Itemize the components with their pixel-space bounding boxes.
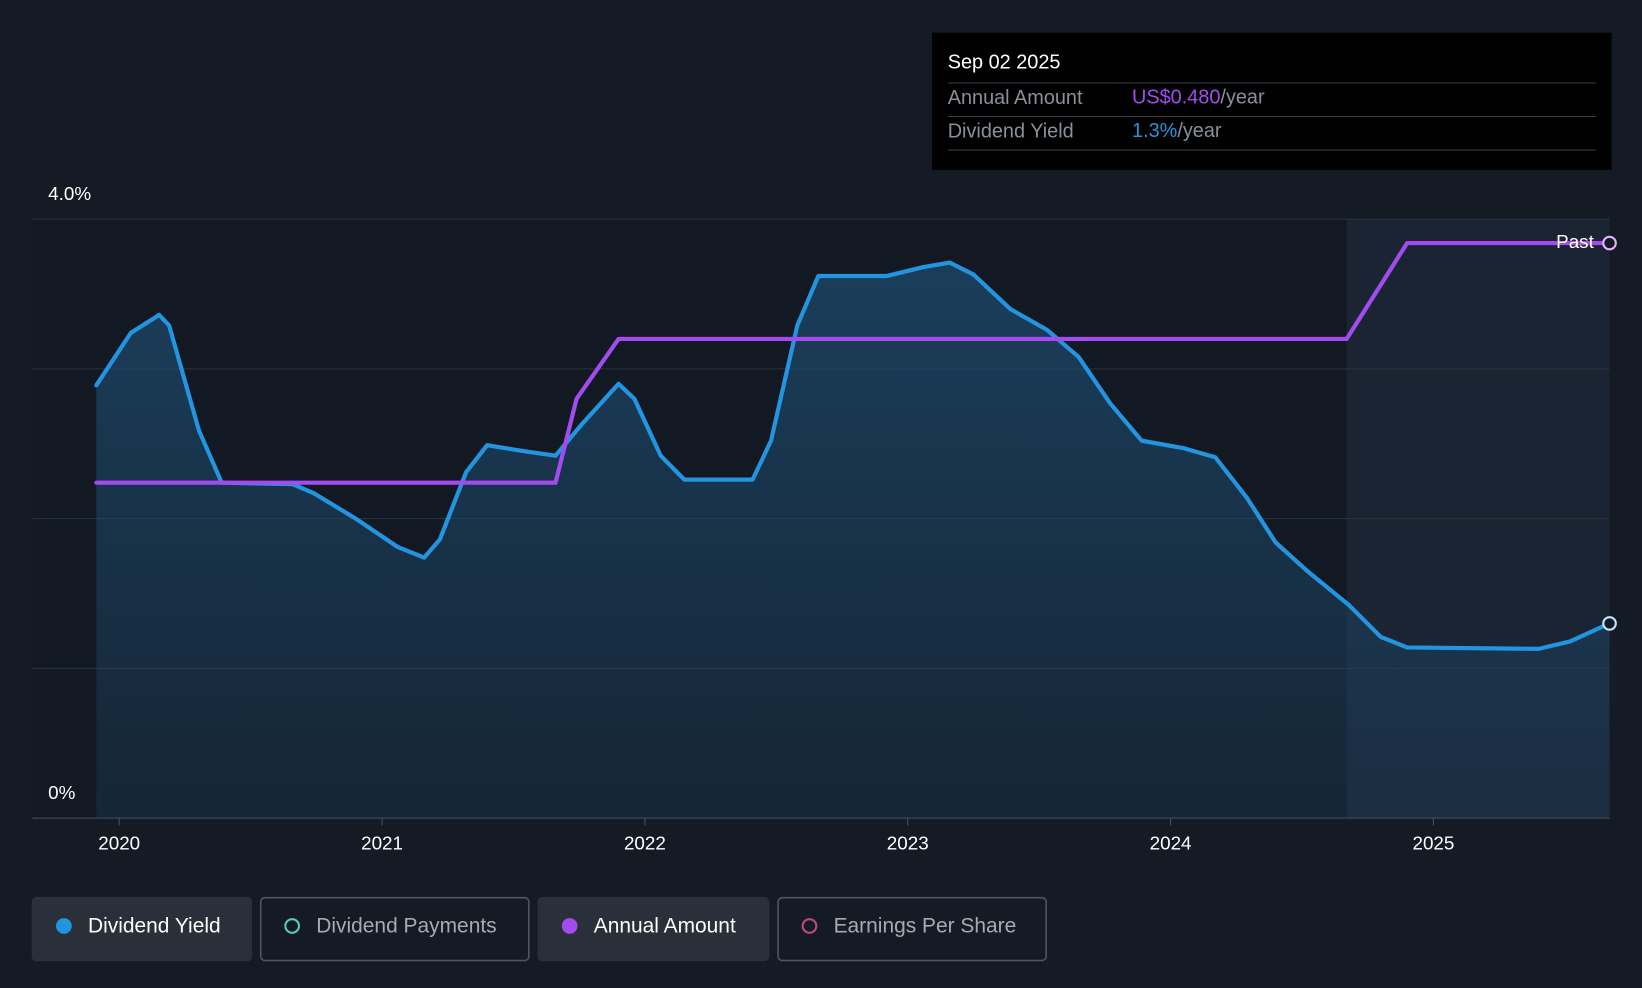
tooltip-label: Annual Amount [948, 87, 1083, 109]
legend-button [31, 896, 253, 962]
x-tick-label: 2021 [361, 832, 403, 853]
legend-item[interactable]: Dividend Yield [31, 896, 253, 962]
x-tick-label: 2024 [1150, 832, 1192, 853]
legend-swatch [284, 918, 301, 934]
end-marker [1602, 616, 1617, 631]
legend-swatch [561, 918, 578, 934]
tooltip-label: Dividend Yield [948, 120, 1074, 142]
tooltip-box [932, 32, 1612, 170]
x-tick-label: 2025 [1412, 832, 1454, 853]
legend-item[interactable]: Annual Amount [537, 896, 770, 962]
x-tick-label: 2023 [887, 832, 929, 853]
tooltip-unit: /year [1220, 87, 1265, 109]
series-line [94, 240, 1612, 485]
tooltip: Sep 02 2025 Annual Amount US$0.480/year Div… [932, 32, 1612, 170]
legend-item[interactable]: Earnings Per Share [777, 896, 1047, 962]
highlight-label: Past [1556, 231, 1594, 252]
legend-swatch [801, 918, 818, 934]
legend-label: Annual Amount [594, 915, 736, 938]
legend-label: Dividend Payments [316, 915, 496, 938]
tooltip-value: 1.3%/year [1132, 120, 1222, 142]
x-tick-label: 2020 [98, 832, 140, 853]
tooltip-unit: /year [1177, 120, 1222, 142]
legend-button [777, 896, 1047, 962]
tooltip-value: US$0.480/year [1132, 87, 1265, 109]
legend-label: Earnings Per Share [834, 915, 1017, 938]
series-line [94, 260, 1612, 651]
x-tick-label: 2022 [624, 832, 666, 853]
y-tick-label: 4.0% [48, 183, 91, 204]
tooltip-amount: US$0.480 [1132, 87, 1220, 109]
series-area [96, 262, 1610, 819]
end-marker [1602, 235, 1617, 251]
legend-label: Dividend Yield [88, 915, 221, 938]
tooltip-date: Sep 02 2025 [948, 51, 1061, 73]
tooltip-amount: 1.3% [1132, 120, 1177, 142]
legend-button [537, 896, 770, 962]
legend-swatch [56, 918, 72, 934]
legend-button [259, 896, 530, 962]
y-tick-label: 0% [48, 782, 75, 803]
legend-item[interactable]: Dividend Payments [259, 896, 530, 962]
